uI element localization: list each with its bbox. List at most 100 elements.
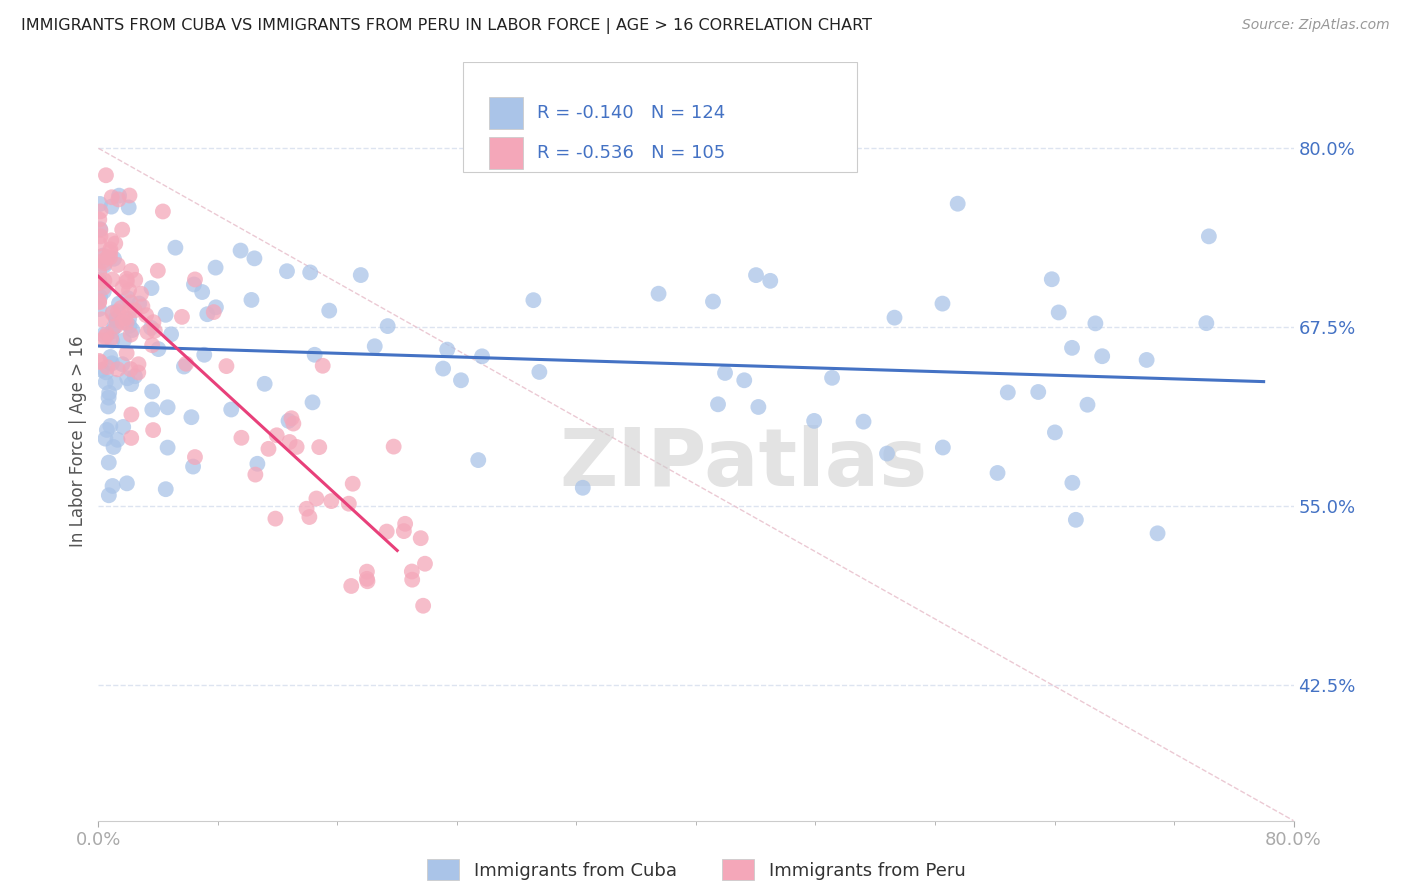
Point: [1047, 305, 1070, 319]
Point: [127, 357, 149, 371]
Point: [120, 327, 142, 342]
Legend: Immigrants from Cuba, Immigrants from Peru: Immigrants from Cuba, Immigrants from Pe…: [419, 852, 973, 888]
Point: [90, 312, 112, 326]
Point: [702, 294, 724, 309]
Point: [120, 431, 142, 445]
Point: [280, 411, 302, 425]
Point: [152, 204, 174, 219]
Point: [160, 327, 183, 342]
Point: [105, 318, 128, 333]
Text: IMMIGRANTS FROM CUBA VS IMMIGRANTS FROM PERU IN LABOR FORCE | AGE > 16 CORRELATI: IMMIGRANTS FROM CUBA VS IMMIGRANTS FROM …: [21, 18, 872, 34]
Point: [97, 488, 120, 502]
Point: [97, 400, 120, 414]
Point: [108, 296, 131, 310]
Point: [124, 273, 146, 287]
Point: [229, 244, 252, 258]
Point: [1026, 384, 1049, 399]
Point: [350, 268, 373, 282]
Point: [115, 476, 138, 491]
Point: [107, 258, 129, 272]
Point: [93, 327, 115, 342]
Point: [101, 479, 124, 493]
Point: [375, 524, 398, 539]
Point: [337, 497, 360, 511]
Point: [240, 293, 263, 307]
Point: [118, 311, 141, 326]
Point: [174, 357, 197, 371]
Point: [94, 432, 117, 446]
Point: [204, 260, 226, 275]
Point: [246, 457, 269, 471]
Point: [714, 366, 737, 380]
FancyBboxPatch shape: [463, 62, 858, 172]
Point: [340, 579, 363, 593]
Point: [413, 557, 436, 571]
Point: [89, 223, 111, 237]
Point: [101, 272, 124, 286]
Point: [141, 402, 163, 417]
Point: [295, 501, 318, 516]
Point: [118, 303, 141, 318]
Point: [100, 233, 122, 247]
Point: [1195, 316, 1218, 330]
Point: [245, 467, 267, 482]
Point: [98, 245, 121, 260]
Point: [356, 574, 378, 589]
Point: [165, 241, 187, 255]
Point: [202, 305, 225, 319]
Point: [93, 285, 115, 299]
Point: [759, 274, 782, 288]
Point: [121, 323, 143, 337]
Point: [298, 510, 321, 524]
Point: [104, 236, 127, 251]
Point: [91, 333, 114, 347]
Point: [120, 362, 142, 376]
Point: [183, 277, 205, 292]
Point: [107, 193, 129, 207]
Point: [1076, 398, 1098, 412]
Point: [100, 200, 122, 214]
Point: [94, 365, 117, 379]
Point: [436, 343, 458, 357]
Point: [392, 524, 415, 538]
Point: [89, 355, 111, 369]
Point: [821, 371, 844, 385]
Point: [89, 273, 111, 287]
Point: [118, 318, 141, 333]
Point: [107, 433, 129, 447]
Point: [193, 348, 215, 362]
Point: [401, 565, 423, 579]
Text: Source: ZipAtlas.com: Source: ZipAtlas.com: [1241, 18, 1389, 32]
Point: [148, 342, 170, 356]
Point: [264, 511, 287, 525]
Point: [124, 303, 146, 318]
Point: [141, 338, 163, 352]
Point: [136, 325, 159, 339]
Point: [308, 440, 330, 454]
Point: [394, 516, 416, 531]
FancyBboxPatch shape: [489, 137, 523, 169]
Point: [89, 290, 111, 304]
Point: [184, 272, 207, 286]
Point: [219, 402, 242, 417]
Point: [409, 531, 432, 545]
Point: [747, 400, 769, 414]
Point: [181, 459, 204, 474]
Point: [89, 197, 111, 211]
Point: [89, 354, 111, 368]
Point: [129, 286, 152, 301]
Point: [1040, 272, 1063, 286]
Point: [1060, 341, 1083, 355]
Point: [105, 312, 128, 326]
Point: [91, 254, 114, 268]
Point: [745, 268, 768, 282]
Point: [118, 200, 141, 214]
Point: [98, 385, 121, 400]
Point: [111, 315, 134, 329]
Point: [91, 281, 114, 295]
Point: [142, 423, 165, 437]
Point: [883, 310, 905, 325]
Point: [876, 446, 898, 460]
Point: [104, 376, 127, 390]
Point: [1146, 526, 1168, 541]
